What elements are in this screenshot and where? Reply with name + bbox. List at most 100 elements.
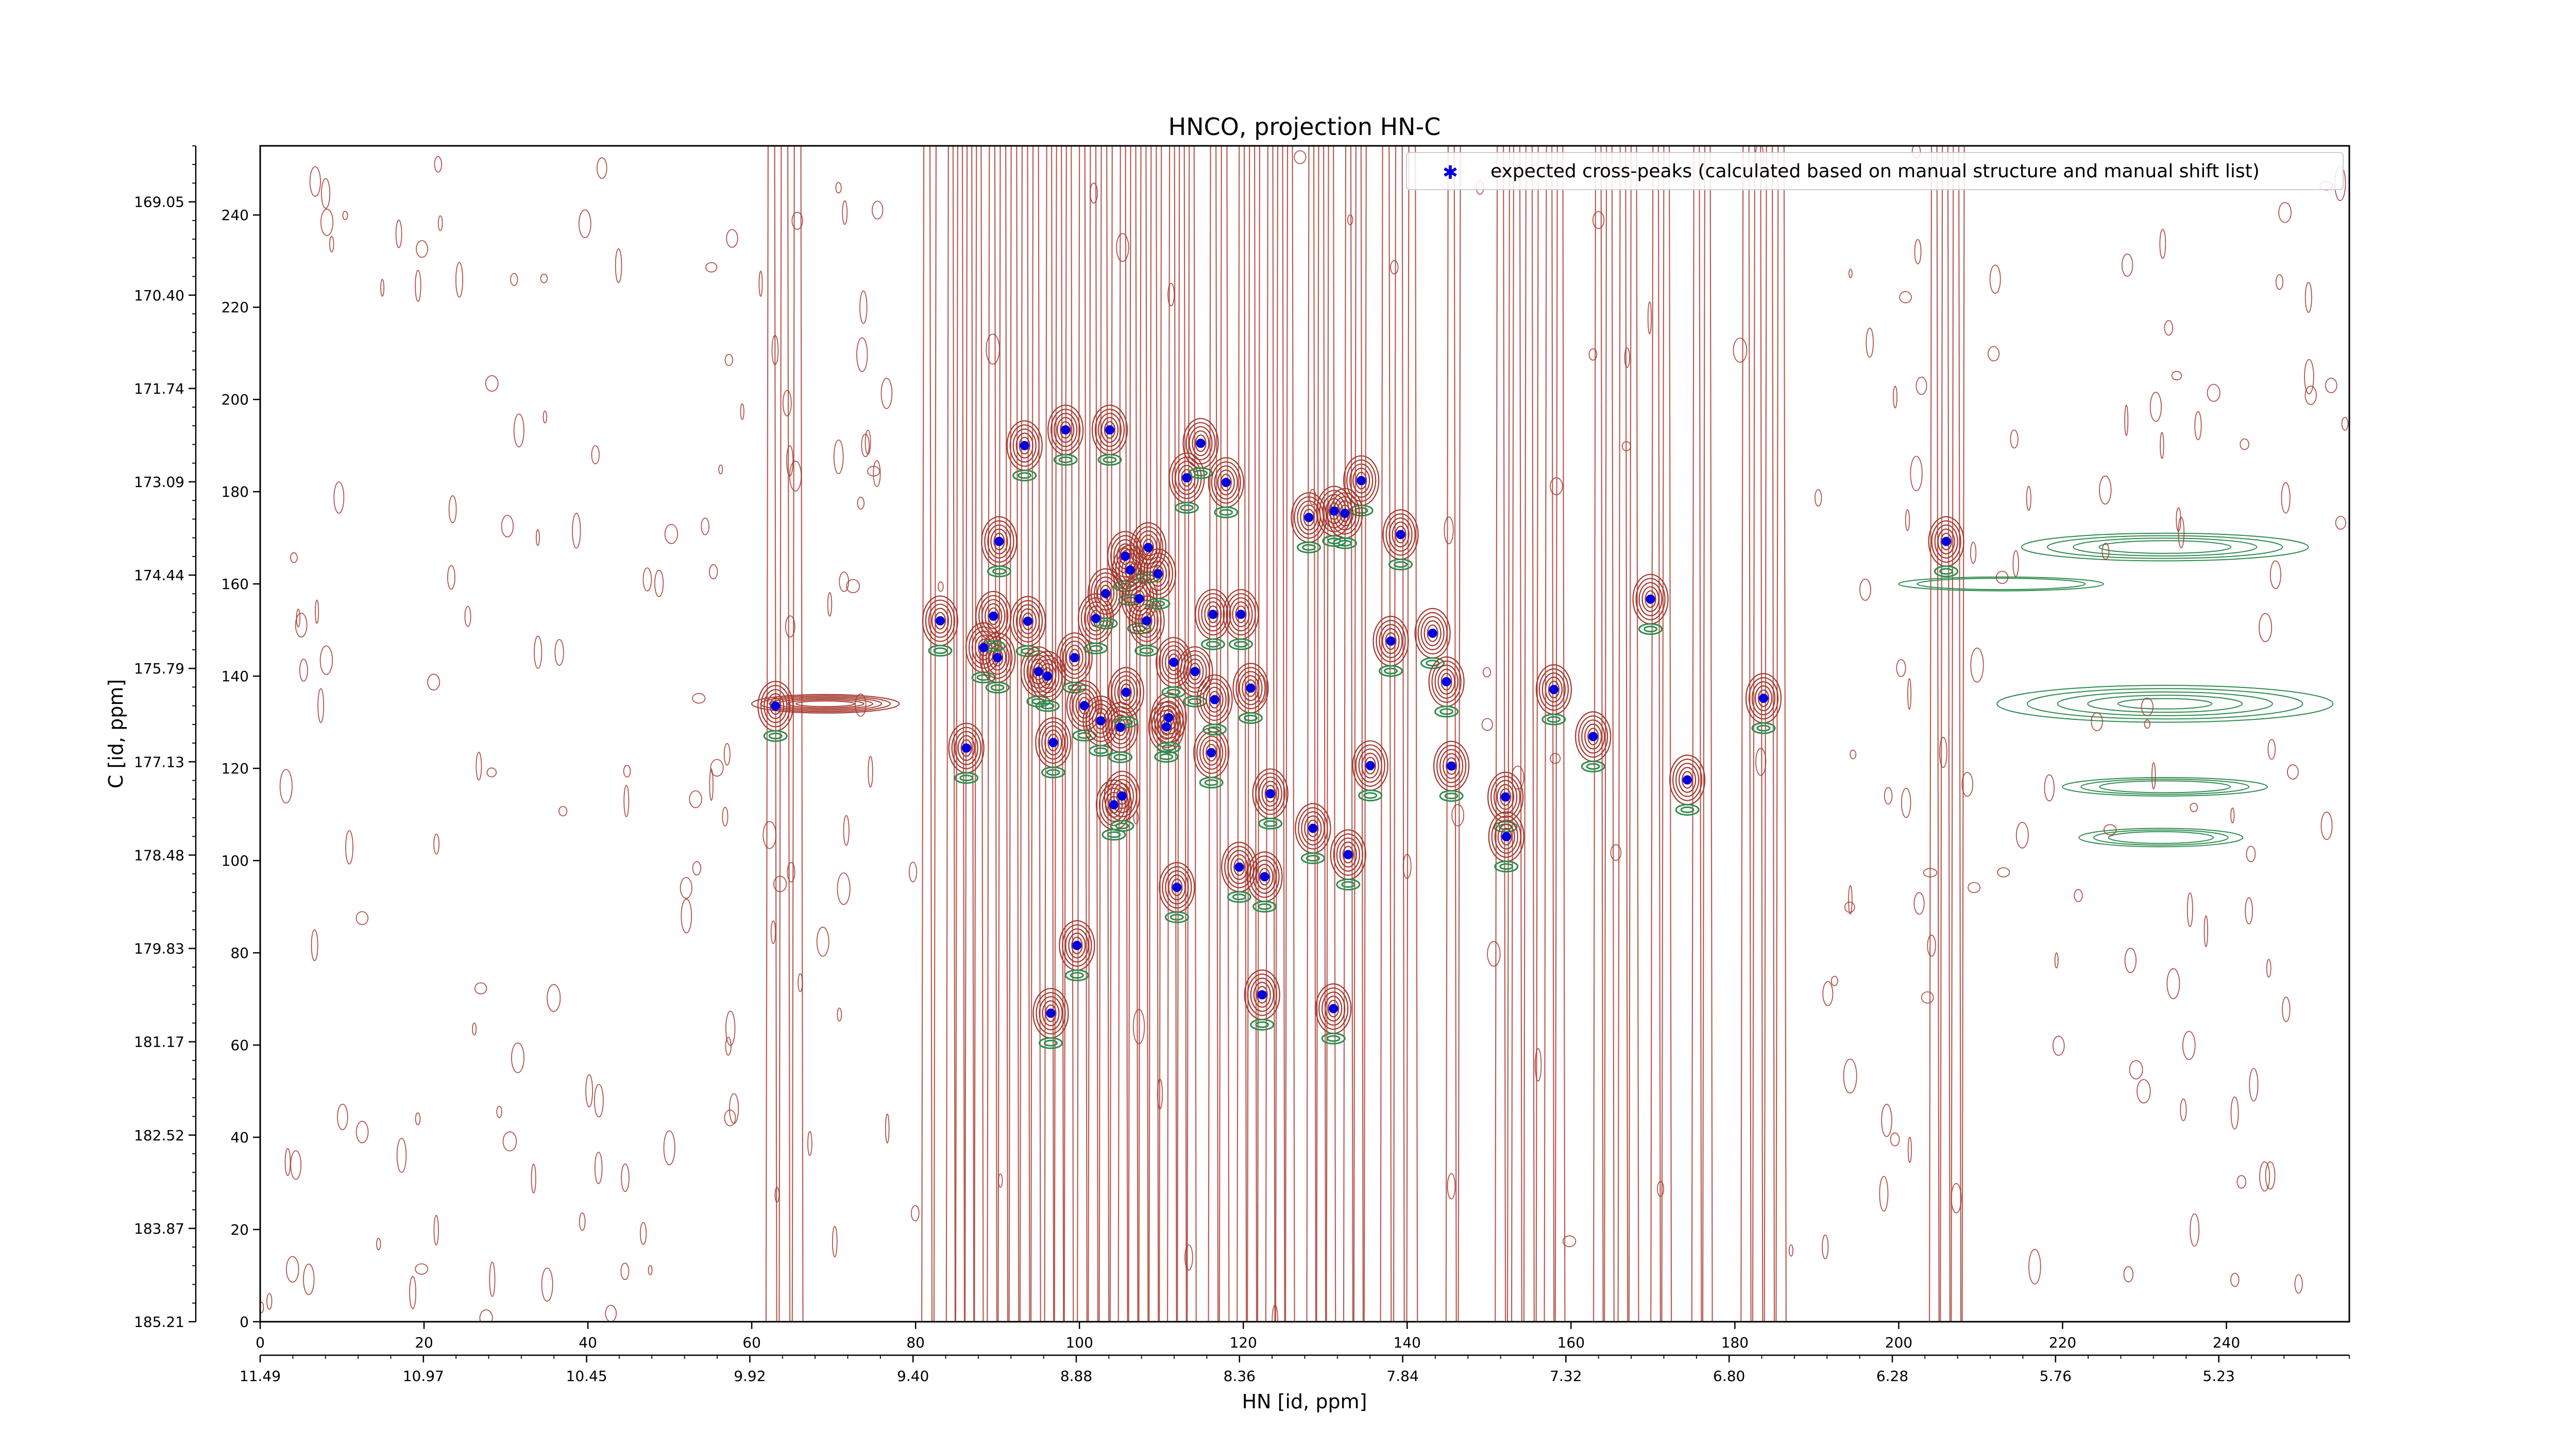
y-axis-ppm: 185.21 183.87 182.52 181.17 179.83 178.48 177.… (134, 145, 197, 1330)
cross-peak-point (989, 611, 998, 621)
cross-peak-point (1447, 761, 1456, 771)
cross-peak-point (1153, 569, 1163, 579)
cross-peak-point (1117, 791, 1127, 801)
cross-peak-point (1343, 850, 1353, 860)
cross-peak-point (994, 536, 1004, 546)
negative-contour-smears (751, 532, 2334, 848)
x-tick-label: 220 (2049, 1334, 2076, 1351)
x-tick-label: 80 (906, 1334, 925, 1351)
cross-peak-point (1046, 1008, 1056, 1018)
y-tick-label: 40 (230, 1129, 249, 1146)
x-ppm-tick-label: 8.36 (1224, 1368, 1256, 1385)
x-ppm-tick-label: 10.45 (566, 1368, 607, 1385)
y-tick-label: 200 (222, 391, 249, 408)
cross-peak-point (1190, 667, 1200, 677)
cross-peak-point (1759, 694, 1768, 703)
y-tick-label: 160 (222, 576, 249, 593)
cross-peak-point (1234, 862, 1244, 872)
cross-peak-point (1048, 738, 1058, 747)
contour-layer (260, 146, 2349, 1322)
cross-peak-point (1304, 513, 1314, 523)
x-tick-label: 20 (415, 1334, 433, 1351)
x-tick-label: 200 (1885, 1334, 1912, 1351)
y-tick-label: 120 (222, 760, 249, 777)
cross-peak-point (1091, 614, 1100, 624)
cross-peak-point (1683, 775, 1692, 785)
cross-peak-point (1121, 551, 1130, 561)
cross-peak-point (1396, 530, 1405, 540)
y-ppm-tick-label: 183.87 (134, 1220, 184, 1237)
cross-peak-point (1340, 509, 1350, 518)
y-tick-label: 100 (222, 852, 249, 869)
cross-peak-point (1169, 658, 1179, 667)
x-axis-index: 0 20 40 60 80 100 120 140 160 180 200 220 240 (256, 1322, 2240, 1351)
cross-peak-point (1221, 478, 1231, 487)
y-tick-label: 20 (230, 1221, 249, 1238)
cross-peak-point (1072, 940, 1082, 950)
x-ppm-tick-label: 9.92 (734, 1368, 766, 1385)
cross-peak-point (935, 616, 945, 626)
cross-peak-point (1246, 683, 1256, 693)
x-tick-label: 40 (579, 1334, 597, 1351)
x-ppm-tick-label: 8.88 (1060, 1368, 1092, 1385)
x-axis-title: HN [id, ppm] (1242, 1390, 1367, 1413)
cross-peak-point (1143, 543, 1153, 552)
y-tick-label: 60 (230, 1037, 249, 1054)
cross-peak-point (1357, 476, 1366, 485)
cross-peak-point (979, 643, 989, 652)
y-axis-title: C [id, ppm] (105, 679, 127, 788)
cross-peak-point (1172, 883, 1182, 892)
cross-peak-point (1061, 425, 1071, 435)
x-ppm-tick-label: 5.23 (2202, 1368, 2234, 1385)
cross-peak-point (1365, 761, 1375, 770)
cross-peak-point (1134, 594, 1144, 603)
x-tick-label: 240 (2213, 1334, 2240, 1351)
x-ppm-tick-label: 11.49 (240, 1368, 281, 1385)
expected-cross-peaks (771, 425, 1951, 1018)
x-tick-label: 0 (256, 1334, 265, 1351)
cross-peak-point (1023, 616, 1032, 626)
y-ppm-tick-label: 170.40 (134, 287, 184, 304)
noise-contours (260, 146, 2349, 1322)
cross-peak-point (1588, 732, 1598, 742)
legend-label: expected cross-peaks (calculated based o… (1490, 161, 2260, 182)
cross-peak-point (993, 653, 1003, 663)
cross-peak-point (1033, 667, 1043, 677)
cross-peak-point (1196, 439, 1206, 448)
cross-peak-point (1125, 565, 1135, 575)
y-tick-label: 220 (222, 299, 249, 316)
y-ppm-tick-label: 173.09 (134, 474, 184, 491)
cross-peak-point (1210, 695, 1219, 704)
cross-peak-point (1096, 716, 1106, 726)
cross-peak-point (1257, 990, 1267, 1000)
y-ppm-tick-label: 174.44 (134, 567, 184, 584)
x-ppm-tick-label: 6.80 (1713, 1368, 1745, 1385)
cross-peak-point (1442, 677, 1451, 686)
cross-peak-point (1236, 610, 1246, 619)
cross-peak-point (1386, 636, 1396, 646)
cross-peak-point (1501, 832, 1511, 841)
cross-peak-point (1115, 722, 1125, 732)
cross-peak-point (1109, 800, 1118, 810)
cross-peak-point (1142, 616, 1151, 626)
vertical-contour-streaks (765, 146, 1965, 1322)
x-ppm-tick-label: 10.97 (403, 1368, 444, 1385)
cross-peak-point (1549, 685, 1558, 695)
x-tick-label: 120 (1230, 1334, 1257, 1351)
x-ppm-tick-label: 9.40 (897, 1368, 929, 1385)
cross-peak-point (1043, 671, 1053, 681)
cross-peak-point (1164, 713, 1174, 722)
x-ppm-tick-label: 6.28 (1876, 1368, 1908, 1385)
cross-peak-point (1501, 792, 1511, 802)
legend-marker: ✱ (1443, 162, 1458, 183)
plot-frame (259, 145, 2350, 1323)
cross-peak-point (1020, 441, 1029, 450)
cross-peak-point (961, 743, 971, 753)
y-tick-label: 80 (230, 945, 249, 962)
cross-peak-point (1070, 653, 1079, 663)
cross-peak-point (1260, 872, 1269, 882)
y-ppm-tick-label: 178.48 (134, 847, 184, 864)
cross-peak-point (1121, 687, 1131, 697)
x-tick-label: 140 (1394, 1334, 1421, 1351)
legend: ✱ expected cross-peaks (calculated based… (1406, 152, 2344, 190)
